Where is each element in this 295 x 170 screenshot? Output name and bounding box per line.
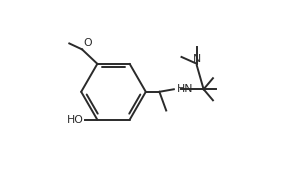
Text: HO: HO xyxy=(67,115,84,125)
Text: HN: HN xyxy=(176,84,193,94)
Text: N: N xyxy=(193,54,201,64)
Text: O: O xyxy=(84,38,92,48)
